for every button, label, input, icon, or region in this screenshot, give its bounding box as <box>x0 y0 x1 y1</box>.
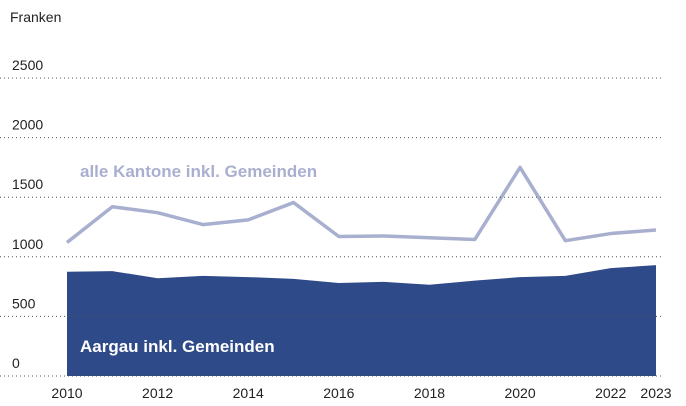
y-tick-label: 2000 <box>12 117 43 133</box>
x-tick-label: 2023 <box>640 385 671 401</box>
y-tick-label: 500 <box>12 295 36 311</box>
x-tick-label: 2022 <box>595 385 626 401</box>
x-tick-label: 2018 <box>414 385 445 401</box>
series-label: Aargau inkl. Gemeinden <box>80 337 275 356</box>
x-tick-label: 2016 <box>323 385 354 401</box>
y-tick-label: 2500 <box>12 57 43 73</box>
y-tick-label: 1500 <box>12 176 43 192</box>
y-axis-label: Franken <box>10 9 61 25</box>
x-tick-label: 2012 <box>142 385 173 401</box>
series-label: alle Kantone inkl. Gemeinden <box>80 162 317 181</box>
x-tick-label: 2014 <box>233 385 264 401</box>
line <box>65 165 657 244</box>
y-tick-label: 0 <box>12 355 20 371</box>
x-tick-label: 2010 <box>51 385 82 401</box>
area <box>67 265 656 376</box>
x-tick-label: 2020 <box>504 385 535 401</box>
y-tick-label: 1000 <box>12 236 43 252</box>
